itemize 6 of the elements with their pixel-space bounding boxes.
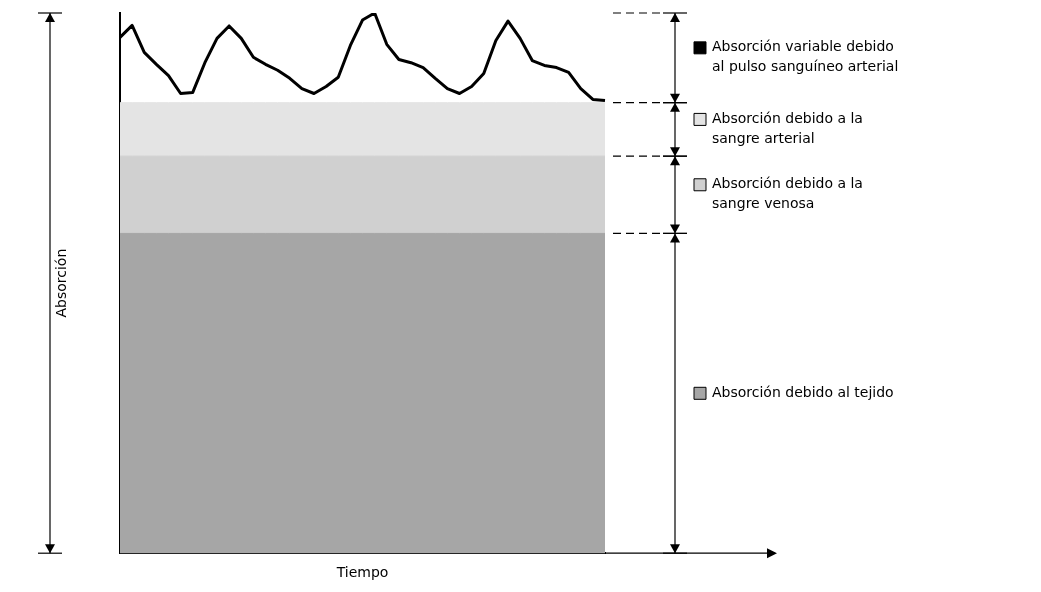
y-axis-title: Absorción bbox=[52, 248, 69, 318]
legend-label: Absorción debido a la sangre arterial bbox=[712, 110, 863, 147]
legend-label: Absorción debido al tejido bbox=[712, 383, 894, 400]
x-axis-title: Tiempo bbox=[335, 564, 389, 581]
legend-label: Absorción debido a la sangre venosa bbox=[712, 175, 863, 212]
legend-label: Absorción variable debido al pulso sanguíneo arterial bbox=[712, 38, 899, 75]
